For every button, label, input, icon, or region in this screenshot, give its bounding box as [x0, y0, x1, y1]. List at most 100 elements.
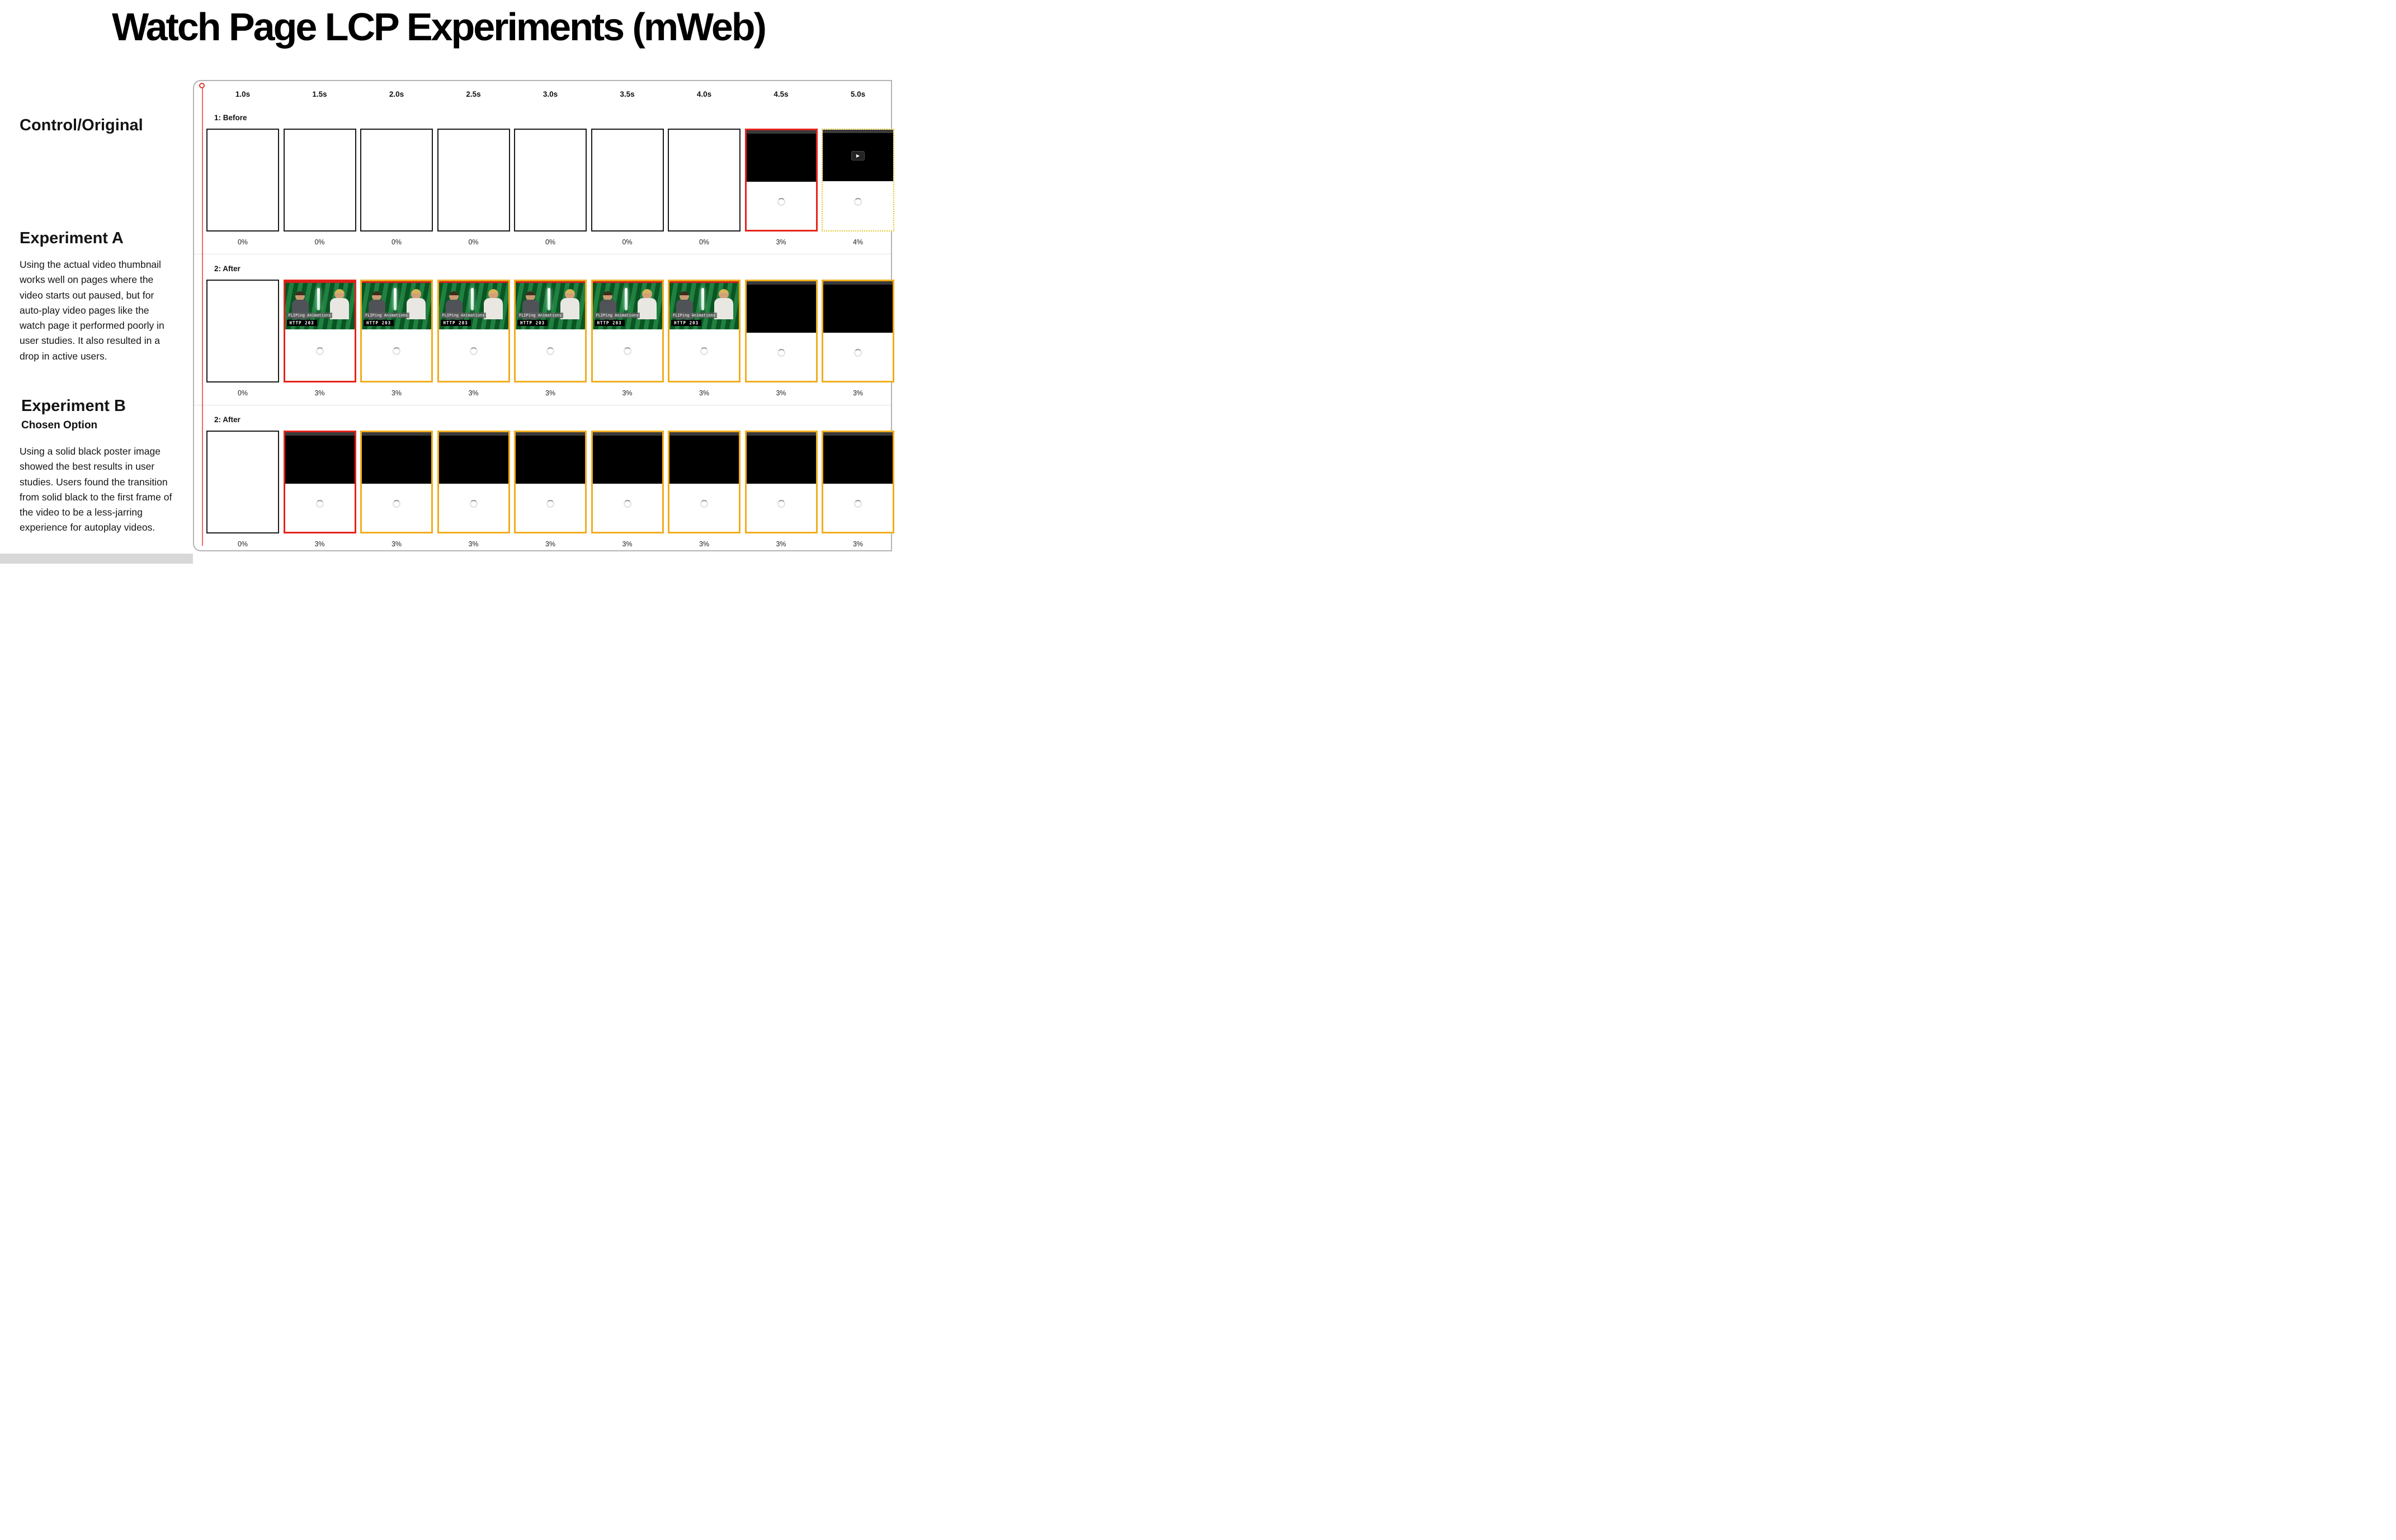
frame-percent: 3% [468, 389, 479, 397]
time-label: 3.5s [620, 90, 635, 98]
loading-spinner-icon [854, 500, 862, 508]
video-thumbnail: FLIPing Animations HTTP 203 [362, 281, 431, 329]
time-label: 4.0s [696, 90, 712, 98]
frame-percent: 3% [776, 238, 786, 246]
frame-percent: 3% [391, 540, 402, 548]
thumbnail-caption-title: FLIPing Animations [594, 313, 640, 318]
frame-percent: 0% [237, 389, 248, 397]
filmstrip-frame [206, 431, 279, 533]
loading-spinner-icon [854, 349, 862, 357]
frame-percent: 3% [699, 389, 710, 397]
time-label: 1.5s [312, 90, 327, 98]
loading-spinner-icon [315, 500, 324, 508]
thumbnail-caption-show: HTTP 203 [517, 320, 548, 326]
page-title: Watch Page LCP Experiments (mWeb) [112, 5, 767, 49]
loading-spinner-icon [623, 500, 631, 508]
frame-cell [514, 129, 587, 232]
experiment-b-subheading: Chosen Option [21, 419, 98, 431]
black-poster [669, 432, 739, 484]
filmstrip-frame [591, 129, 664, 232]
loading-spinner-icon [469, 347, 478, 355]
loading-area [285, 484, 355, 532]
loading-spinner-icon [777, 349, 785, 357]
loading-spinner-icon [623, 347, 631, 355]
frame-percent: 3% [468, 540, 479, 548]
filmstrip-frame [437, 431, 510, 533]
loading-area [823, 333, 893, 381]
loading-area [823, 484, 893, 532]
filmstrip-row: 1: Before ▶ 0% 0% 0% 0% 0% 0% 0% 3% 4% [194, 103, 894, 254]
loading-spinner-icon [777, 198, 785, 206]
filmstrip-frame [591, 431, 664, 533]
frame-percent: 3% [776, 389, 786, 397]
light-tube-decoration [470, 288, 474, 310]
video-thumbnail: FLIPing Animations HTTP 203 [516, 281, 585, 329]
person-right [714, 289, 733, 319]
loading-area [592, 484, 662, 532]
frame-percent: 3% [391, 389, 402, 397]
frame-cell: FLIPing Animations HTTP 203 [591, 280, 664, 382]
filmstrip-frame [360, 129, 433, 232]
black-poster [823, 281, 893, 333]
frame-percent: 3% [852, 389, 864, 397]
black-poster [285, 432, 355, 484]
thumbnail-caption-show: HTTP 203 [671, 320, 702, 326]
thumbnail-caption-show: HTTP 203 [440, 320, 471, 326]
frame-cell [744, 431, 818, 533]
black-poster [362, 432, 431, 484]
loading-area [362, 329, 431, 381]
black-poster [438, 432, 508, 484]
filmstrip-frame [668, 431, 741, 533]
time-label: 2.0s [389, 90, 404, 98]
filmstrip-row: 2: After FLIPing Animations HTTP 203 FLIPin… [194, 254, 894, 405]
filmstrip-frame [360, 431, 433, 533]
person-right [407, 289, 426, 319]
time-label: 2.5s [466, 90, 481, 98]
filmstrip-frame: FLIPing Animations HTTP 203 [514, 280, 587, 382]
loading-area [438, 329, 508, 381]
frame-percent: 3% [314, 540, 325, 548]
filmstrip-frame: FLIPing Animations HTTP 203 [591, 280, 664, 382]
loading-area [746, 484, 816, 532]
experiment-a-description: Using the actual video thumbnail works w… [20, 259, 164, 362]
filmstrip-frame [744, 129, 818, 232]
row-label: 1: Before [214, 114, 247, 122]
black-poster [746, 130, 816, 182]
loading-spinner-icon [469, 500, 478, 508]
frame-cell: FLIPing Animations HTTP 203 [437, 280, 510, 382]
filmstrip-row: 2: After 0% 3% 3% 3% 3% 3% 3% 3% 3% [194, 405, 894, 556]
filmstrip-frame [744, 431, 818, 533]
black-poster [746, 281, 816, 333]
frame-percent: 3% [314, 389, 325, 397]
frame-cell: ▶ [822, 129, 894, 232]
black-poster [516, 432, 585, 484]
video-thumbnail: FLIPing Animations HTTP 203 [669, 281, 739, 329]
thumbnail-caption-title: FLIPing Animations [517, 313, 563, 318]
thumbnail-caption-title: FLIPing Animations [671, 313, 717, 318]
thumbnail-caption-show: HTTP 203 [364, 320, 394, 326]
loading-area [823, 181, 893, 230]
frame-cell [206, 431, 279, 533]
play-button-icon: ▶ [851, 150, 865, 160]
frame-cell [822, 280, 894, 382]
frame-cell [206, 280, 279, 382]
frame-cell: FLIPing Animations HTTP 203 [283, 280, 356, 382]
slide-bottom-edge [0, 554, 193, 564]
frame-cell [283, 431, 356, 533]
loading-spinner-icon [546, 500, 554, 508]
filmstrip-frame: ▶ [822, 129, 894, 232]
frame-percent: 0% [391, 238, 402, 246]
black-poster [823, 432, 893, 484]
light-tube-decoration [624, 288, 628, 310]
black-poster [592, 432, 662, 484]
frame-cell [668, 431, 741, 533]
person-right [637, 289, 657, 319]
time-label: 5.0s [850, 90, 866, 98]
filmstrip-frame: FLIPing Animations HTTP 203 [668, 280, 741, 382]
loading-area [592, 329, 662, 381]
loading-spinner-icon [854, 197, 862, 206]
row-label: 2: After [214, 264, 240, 273]
frame-cell: FLIPing Animations HTTP 203 [514, 280, 587, 382]
frame-percent: 0% [237, 540, 248, 548]
loading-area [438, 484, 508, 532]
